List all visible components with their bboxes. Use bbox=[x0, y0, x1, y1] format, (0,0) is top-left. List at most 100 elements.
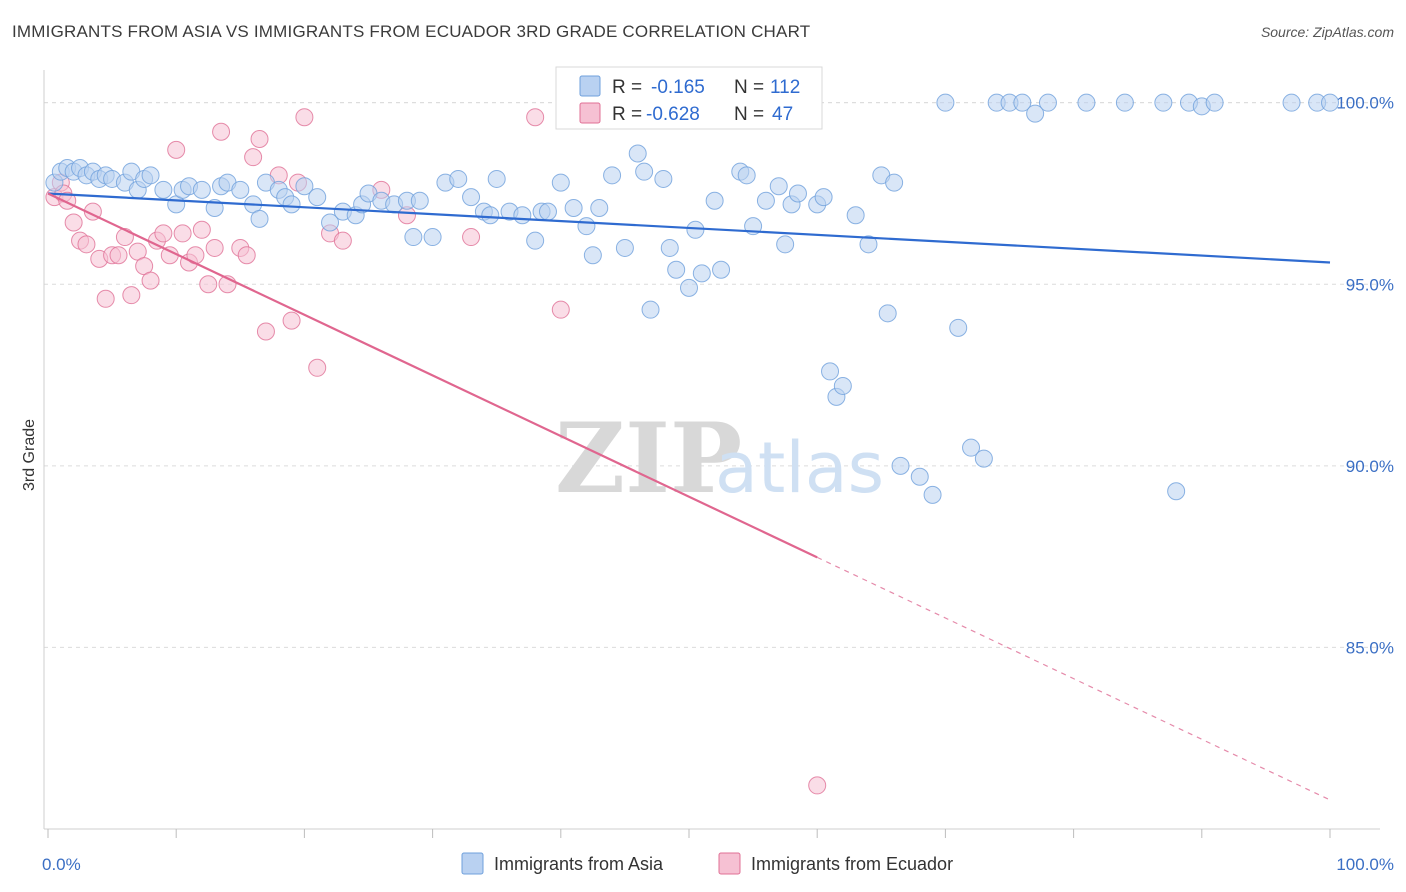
asia-point bbox=[660, 238, 679, 257]
ecuador-point bbox=[167, 140, 186, 159]
asia-point bbox=[423, 228, 442, 247]
asia-point bbox=[481, 206, 500, 225]
asia-point bbox=[859, 235, 878, 254]
ecuador-point bbox=[109, 246, 128, 265]
asia-point bbox=[1321, 93, 1339, 112]
trend-lines bbox=[47, 192, 1331, 801]
ecuador-point bbox=[551, 300, 570, 319]
ecuador-point bbox=[64, 213, 83, 232]
asia-point bbox=[885, 173, 904, 192]
ecuador-point bbox=[77, 235, 96, 254]
y-tick-label: 85.0% bbox=[1346, 638, 1394, 657]
bottom-legend-asia: Immigrants from Asia bbox=[494, 854, 664, 874]
ecuador-point bbox=[122, 286, 141, 305]
asia-point bbox=[487, 169, 506, 188]
ecuador-point bbox=[199, 275, 218, 294]
asia-point bbox=[603, 166, 622, 185]
asia-point bbox=[692, 264, 711, 283]
asia-point bbox=[1077, 93, 1096, 112]
asia-point bbox=[878, 304, 897, 323]
x-tick-label-max: 100.0% bbox=[1336, 855, 1394, 874]
ecuador-point bbox=[192, 220, 211, 239]
bottom-legend-swatch-asia bbox=[461, 852, 484, 875]
x-tick-label-min: 0.0% bbox=[42, 855, 81, 874]
asia-point bbox=[1282, 93, 1301, 112]
legend-r-label-ecuador: R = bbox=[612, 104, 642, 125]
watermark-atlas: atlas bbox=[715, 427, 884, 509]
asia-point bbox=[231, 180, 250, 199]
ecuador-point bbox=[212, 122, 231, 141]
asia-point bbox=[910, 467, 929, 486]
legend-swatch-ecuador bbox=[579, 102, 601, 124]
chart-title: IMMIGRANTS FROM ASIA VS IMMIGRANTS FROM … bbox=[12, 22, 811, 41]
asia-point bbox=[667, 260, 686, 279]
asia-point bbox=[141, 166, 160, 185]
asia-point bbox=[250, 209, 269, 228]
bottom-legend-swatch-ecuador bbox=[718, 852, 741, 875]
legend-n-value-ecuador: 47 bbox=[772, 104, 793, 125]
asia-point bbox=[449, 169, 468, 188]
asia-point bbox=[513, 206, 532, 225]
asia-point bbox=[923, 485, 942, 504]
trend-line-ecuador bbox=[47, 192, 818, 559]
y-tick-label: 90.0% bbox=[1346, 457, 1394, 476]
asia-point bbox=[833, 376, 852, 395]
x-tick-marks bbox=[47, 829, 1331, 838]
asia-point bbox=[615, 238, 634, 257]
ecuador-point bbox=[250, 130, 269, 148]
asia-point bbox=[891, 456, 910, 475]
legend-swatch-asia bbox=[579, 75, 601, 97]
series-legend: Immigrants from Asia Immigrants from Ecu… bbox=[461, 852, 953, 875]
axes bbox=[43, 70, 1380, 830]
ecuador-point bbox=[282, 311, 301, 330]
asia-point bbox=[686, 220, 705, 239]
ecuador-point bbox=[96, 289, 115, 308]
ecuador-point bbox=[462, 228, 481, 247]
asia-point bbox=[1154, 93, 1173, 112]
legend-n-label-asia: N = bbox=[734, 77, 764, 98]
asia-point bbox=[769, 177, 788, 196]
asia-point bbox=[712, 260, 731, 279]
asia-point bbox=[680, 278, 698, 297]
ecuador-point bbox=[295, 108, 314, 127]
asia-point bbox=[577, 217, 596, 236]
asia-point bbox=[538, 202, 557, 221]
ecuador-point bbox=[141, 271, 160, 290]
asia-point bbox=[705, 191, 724, 210]
asia-point bbox=[936, 93, 955, 112]
asia-point bbox=[526, 231, 545, 250]
correlation-legend: R = -0.165 N = 112 R = -0.628 N = 47 bbox=[555, 66, 823, 130]
asia-point bbox=[814, 188, 833, 207]
asia-point bbox=[564, 199, 583, 217]
asia-point bbox=[583, 246, 602, 265]
asia-point bbox=[590, 199, 609, 217]
asia-point bbox=[654, 169, 673, 188]
asia-point bbox=[551, 173, 570, 192]
y-tick-label: 95.0% bbox=[1346, 275, 1394, 294]
asia-point bbox=[776, 235, 795, 254]
asia-point bbox=[846, 206, 865, 225]
asia-point bbox=[1205, 93, 1224, 112]
asia-point bbox=[192, 180, 211, 199]
asia-point bbox=[295, 177, 314, 196]
asia-point bbox=[756, 191, 775, 210]
watermark-zip: ZIP bbox=[555, 402, 742, 515]
ecuador-point bbox=[808, 776, 827, 795]
asia-point bbox=[949, 318, 968, 337]
ecuador-point bbox=[256, 322, 275, 341]
asia-point bbox=[788, 184, 807, 203]
trend-line-asia bbox=[47, 192, 1331, 264]
ecuador-point bbox=[205, 238, 224, 257]
trend-line-ecuador-extrapolated bbox=[816, 556, 1331, 801]
asia-point bbox=[635, 162, 654, 181]
asia-point bbox=[1026, 104, 1045, 123]
asia-point bbox=[154, 180, 173, 199]
asia-point bbox=[404, 228, 423, 247]
asia-point bbox=[282, 195, 301, 214]
legend-n-label-ecuador: N = bbox=[734, 104, 764, 125]
ecuador-point bbox=[173, 224, 192, 243]
asia-point bbox=[1038, 93, 1057, 112]
ecuador-point bbox=[237, 246, 256, 265]
source-label: Source: ZipAtlas.com bbox=[1260, 24, 1394, 40]
